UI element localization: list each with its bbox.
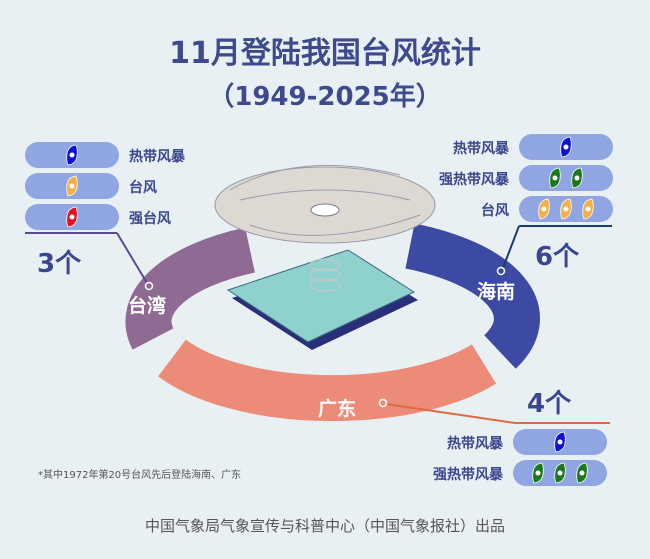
hainan-legend-pill bbox=[519, 165, 613, 191]
credit: 中国气象局气象宣传与科普中心（中国气象报社）出品 bbox=[144, 517, 505, 535]
guangdong-count: 4个 bbox=[527, 389, 572, 419]
footnote: *其中1972年第20号台风先后登陆海南、广东 bbox=[38, 470, 242, 481]
severe-tropical-storm-icon bbox=[549, 167, 561, 189]
cyclone-illustration bbox=[214, 164, 436, 350]
hainan-legend-pill bbox=[519, 134, 613, 160]
typhoon-icon bbox=[560, 198, 572, 220]
hainan-count: 6个 bbox=[535, 242, 580, 272]
guangdong-legend-label: 热带风暴 bbox=[447, 436, 503, 452]
hainan-label: 海南 bbox=[477, 281, 516, 303]
taiwan-legend-pill bbox=[25, 142, 119, 168]
page-subtitle: （1949-2025年） bbox=[208, 82, 442, 112]
guangdong-arc bbox=[158, 339, 497, 422]
taiwan-legend-pill bbox=[25, 173, 119, 199]
severe-tropical-storm-icon bbox=[532, 462, 544, 484]
typhoon-icon bbox=[582, 198, 594, 220]
hainan-legend-label: 热带风暴 bbox=[453, 141, 509, 157]
guangdong-legend-label: 强热带风暴 bbox=[433, 467, 503, 483]
guangdong-legend-pill bbox=[513, 429, 607, 455]
severe-tropical-storm-icon bbox=[576, 462, 588, 484]
hainan-legend-label: 台风 bbox=[481, 203, 509, 219]
taiwan-legend-label: 热带风暴 bbox=[129, 149, 185, 165]
taiwan-arc bbox=[125, 227, 256, 350]
guangdong-legend-pill bbox=[513, 460, 607, 486]
severe-tropical-storm-icon bbox=[554, 462, 566, 484]
hainan-arc bbox=[405, 223, 540, 369]
taiwan-count: 3个 bbox=[37, 249, 82, 279]
page-title: 11月登陆我国台风统计 bbox=[169, 36, 481, 71]
hainan-legend-pill bbox=[519, 196, 613, 222]
tropical-storm-icon bbox=[560, 136, 572, 158]
taiwan-label: 台湾 bbox=[128, 295, 167, 317]
tropical-storm-icon bbox=[66, 144, 78, 166]
hainan-legend-label: 强热带风暴 bbox=[439, 172, 509, 188]
taiwan-legend-label: 台风 bbox=[129, 180, 157, 196]
severe-tropical-storm-icon bbox=[571, 167, 583, 189]
typhoon-icon bbox=[538, 198, 550, 220]
taiwan-legend-pill bbox=[25, 204, 119, 230]
guangdong-label: 广东 bbox=[318, 398, 357, 420]
taiwan-legend-label: 强台风 bbox=[129, 211, 171, 227]
severe-typhoon-icon bbox=[66, 206, 78, 228]
typhoon-icon bbox=[66, 175, 78, 197]
tropical-storm-icon bbox=[554, 431, 566, 453]
